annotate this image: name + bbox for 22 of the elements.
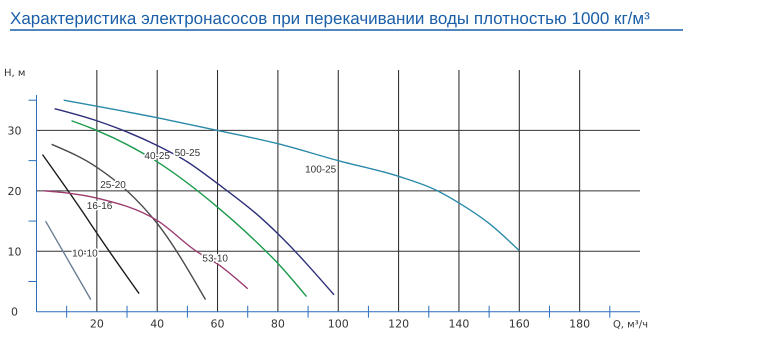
line-series	[62, 100, 520, 252]
x-tick-label: 140	[448, 318, 470, 331]
y-tick-label: 30	[8, 124, 22, 138]
line-series	[43, 190, 248, 290]
y-tick-label: 10	[8, 245, 22, 258]
x-tick-label: 80	[270, 318, 285, 331]
x-tick-label: 20	[90, 318, 104, 331]
x-tick-label: 160	[508, 318, 530, 331]
series-label: 50-25	[174, 148, 201, 159]
line-series	[70, 120, 308, 298]
line-series	[54, 108, 335, 296]
y-tick-label: 0	[11, 306, 18, 319]
series-label: 100-25	[305, 164, 337, 176]
y-axis-title: Н, м	[4, 68, 26, 79]
x-tick-label: 100	[328, 318, 349, 331]
chart-title: Характеристика электронасосов при перекачивании воды плотностью 1000 кг/м³	[10, 9, 650, 28]
x-tick-label: 60	[210, 318, 225, 331]
x-tick-label: 120	[388, 318, 410, 331]
x-tick-label: 180	[569, 318, 590, 331]
y-tick-label: 20	[8, 184, 22, 198]
x-tick-label: 40	[150, 318, 164, 331]
x-axis-title: Q, м³/ч	[612, 320, 648, 331]
